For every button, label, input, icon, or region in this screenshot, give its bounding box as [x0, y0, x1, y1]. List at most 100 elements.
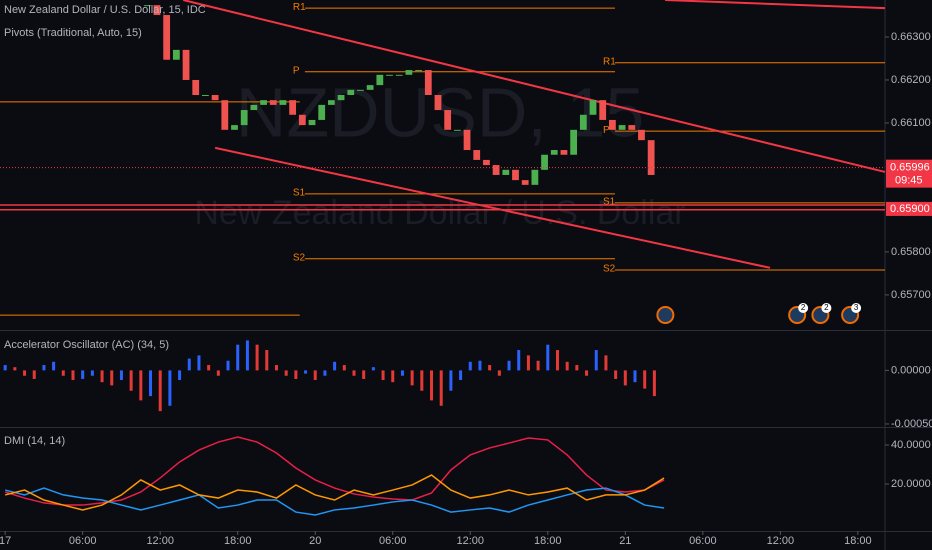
- candle: [589, 100, 597, 115]
- oscillator-bar: [3, 365, 7, 371]
- oscillator-bar: [371, 367, 375, 371]
- oscillator-bar: [187, 358, 191, 371]
- x-tick-label: 20: [309, 535, 321, 547]
- candle: [327, 100, 335, 105]
- oscillator-bar: [468, 361, 472, 371]
- x-tick-label: 06:00: [689, 535, 717, 547]
- oscillator-bar: [216, 370, 220, 376]
- candle: [424, 70, 432, 96]
- plot-layer: R1 P S1 S2 R1 P S1 S2 2 2 3: [0, 0, 886, 516]
- oscillator-bar: [149, 370, 153, 397]
- candle: [434, 95, 442, 111]
- y-tick-label: 0.00000: [891, 364, 931, 376]
- y-tick-label: 20.0000: [891, 478, 931, 490]
- oscillator-bar: [32, 370, 36, 379]
- oscillator-bar: [488, 365, 492, 371]
- x-tick-label: 18:00: [844, 535, 872, 547]
- alert-price-label: 0.65900: [890, 203, 930, 215]
- pivot-label: P: [293, 65, 300, 76]
- oscillator-bar: [274, 365, 278, 371]
- candle: [550, 150, 558, 155]
- candle: [211, 95, 219, 101]
- y-tick-label: -0.00050: [891, 418, 932, 430]
- oscillator-bar: [23, 370, 27, 376]
- oscillator-bar: [381, 370, 385, 381]
- oscillator-bar: [575, 365, 579, 371]
- y-tick-label: 0.66100: [891, 117, 931, 129]
- event-count-badge: [851, 303, 862, 313]
- oscillator-bar: [245, 340, 249, 371]
- pivot-label: P: [603, 125, 610, 136]
- candle: [240, 110, 248, 126]
- oscillator-bar: [294, 370, 298, 379]
- y-tick-label: 0.66300: [891, 31, 931, 43]
- oscillator-bar: [555, 350, 559, 371]
- candle: [599, 100, 607, 120]
- candle: [531, 169, 539, 185]
- y-tick-label: 0.65800: [891, 246, 931, 258]
- indicator-title: Accelerator Oscillator (AC) (34, 5): [4, 339, 169, 351]
- candle: [153, 5, 161, 16]
- candle: [269, 100, 277, 105]
- oscillator-bar: [323, 370, 327, 376]
- oscillator-bar: [420, 370, 424, 391]
- oscillator-bar: [439, 370, 443, 406]
- oscillator-bar: [449, 370, 453, 391]
- oscillator-bar: [497, 370, 501, 376]
- oscillator-bar: [652, 370, 656, 397]
- oscillator-bar: [265, 350, 269, 371]
- event-count: 2: [824, 303, 829, 312]
- indicator-title: DMI (14, 14): [4, 435, 65, 447]
- candle: [521, 180, 529, 185]
- chart-title: New Zealand Dollar / U.S. Dollar, 15, ID…: [4, 4, 206, 16]
- oscillator-bar: [42, 365, 46, 371]
- x-tick-label: 06:00: [379, 535, 407, 547]
- candle: [250, 104, 258, 111]
- candle: [618, 125, 626, 130]
- candle: [172, 49, 180, 60]
- oscillator-bar: [623, 370, 627, 386]
- oscillator-bar: [81, 370, 85, 379]
- candle: [163, 15, 171, 60]
- x-tick-label: 06:00: [69, 535, 97, 547]
- candle: [347, 89, 355, 96]
- oscillator-bar: [604, 355, 608, 371]
- oscillator-bar: [168, 370, 172, 406]
- oscillator-bar: [158, 370, 162, 412]
- x-tick-label: 12:00: [767, 535, 795, 547]
- oscillator-bar: [400, 370, 404, 376]
- oscillator-bar: [236, 344, 240, 371]
- candle: [453, 129, 461, 131]
- indicator-title: Pivots (Traditional, Auto, 15): [4, 27, 142, 39]
- candle: [628, 125, 636, 130]
- candle: [647, 140, 655, 175]
- event-count-badge: [798, 303, 809, 313]
- oscillator-bar: [362, 370, 366, 379]
- candle: [541, 154, 548, 170]
- candle: [192, 79, 200, 96]
- y-tick-label: 0.65700: [891, 289, 931, 301]
- oscillator-bar: [52, 361, 56, 371]
- alert-price-badge: [886, 201, 932, 216]
- x-tick-label: 12:00: [146, 535, 174, 547]
- y-tick-label: 40.0000: [891, 439, 931, 451]
- candle: [483, 159, 490, 166]
- oscillator-bar: [459, 370, 463, 381]
- candle: [182, 49, 190, 80]
- oscillator-bar: [614, 370, 618, 379]
- candle: [231, 125, 238, 130]
- candle: [143, 5, 151, 7]
- trendline: [665, 0, 886, 10]
- oscillator-bar: [226, 360, 230, 371]
- oscillator-bar: [517, 350, 521, 371]
- candle: [221, 100, 229, 130]
- pivot-label: R1: [603, 56, 616, 67]
- candle: [473, 150, 481, 160]
- candle: [289, 100, 297, 115]
- oscillator-bar: [633, 370, 637, 383]
- oscillator-bar: [313, 370, 317, 381]
- candle: [366, 85, 374, 90]
- candle: [279, 100, 287, 105]
- candle: [395, 74, 403, 76]
